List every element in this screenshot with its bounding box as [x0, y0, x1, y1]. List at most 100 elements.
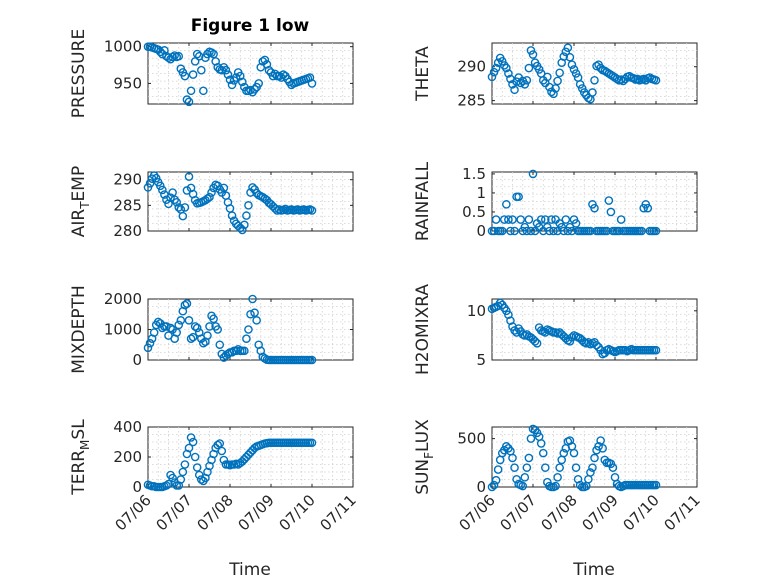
data-point [651, 226, 661, 236]
x-tick-label: 07/08 [194, 491, 237, 534]
data-point [487, 482, 497, 492]
y-tick-label: 280 [113, 222, 142, 240]
data-point [190, 322, 200, 331]
data-point [170, 51, 179, 60]
data-point [569, 448, 579, 458]
data-point [510, 463, 519, 472]
y-tick-label: 285 [113, 196, 142, 214]
data-point [594, 442, 603, 451]
data-point [651, 345, 661, 355]
data-point [205, 322, 214, 331]
data-point [590, 203, 599, 213]
x-axis-label-left: Time [228, 560, 271, 580]
data-point [143, 183, 153, 192]
data-point [155, 181, 165, 191]
y-tick-label: 290 [457, 58, 486, 76]
data-point [510, 226, 519, 236]
x-tick-label: 07/10 [276, 491, 319, 534]
data-point [145, 178, 155, 188]
data-point [307, 79, 317, 88]
data-point [155, 47, 165, 57]
figure-title: Figure 1 low [191, 16, 310, 36]
data-point [188, 332, 198, 342]
data-point [231, 73, 241, 82]
data-point [516, 215, 526, 224]
data-point [184, 97, 194, 107]
data-point [186, 334, 196, 343]
data-point [199, 338, 208, 348]
data-point [526, 434, 536, 443]
data-point [604, 196, 614, 205]
data-point [180, 460, 190, 469]
data-point [172, 197, 181, 207]
data-point [569, 65, 579, 74]
data-point [199, 86, 208, 96]
data-point [575, 80, 585, 89]
data-point [190, 452, 200, 462]
data-point [307, 355, 317, 365]
data-point [242, 211, 251, 220]
data-point [170, 195, 179, 205]
data-point [586, 468, 595, 477]
data-point [536, 439, 546, 448]
data-point [534, 65, 544, 74]
data-point [524, 63, 534, 73]
x-tick-label: 07/07 [153, 491, 196, 534]
data-point [497, 57, 507, 66]
data-point [182, 299, 192, 308]
y-tick-label: 0.5 [462, 203, 486, 221]
data-point [487, 72, 497, 82]
data-point [221, 65, 231, 75]
y-axis-label: H2OMIXRA [413, 284, 433, 375]
data-point [565, 436, 575, 445]
y-tick-label: 0 [476, 478, 486, 496]
data-point [502, 200, 511, 209]
data-point [207, 48, 216, 57]
data-point [538, 448, 548, 458]
y-tick-label: 5 [476, 351, 486, 369]
subplot-theta: 285 290 THETA [413, 42, 698, 110]
data-point [541, 463, 550, 472]
data-point [588, 463, 597, 472]
data-point [307, 438, 317, 448]
data-point [596, 436, 605, 445]
data-point [602, 226, 612, 236]
data-point [504, 69, 513, 78]
data-point [237, 77, 247, 87]
data-point [192, 463, 202, 472]
data-point [549, 89, 558, 99]
data-point [164, 479, 173, 489]
plot-area [491, 426, 698, 488]
data-point [176, 475, 186, 484]
y-axis-label: THETA [413, 46, 433, 102]
y-tick-label: 1000 [104, 38, 142, 56]
subplot-air-temp: 280 285 290 AIRTEMP [69, 166, 354, 240]
data-point [510, 85, 519, 95]
data-point [543, 72, 552, 82]
data-point [561, 215, 571, 224]
y-tick-label: 1 [476, 184, 486, 202]
data-point [532, 338, 542, 348]
data-point [168, 52, 177, 62]
data-point [248, 294, 257, 304]
data-point [281, 204, 290, 214]
data-point [553, 76, 562, 86]
data-point [504, 215, 513, 224]
data-point [590, 453, 599, 463]
data-point [555, 463, 564, 472]
data-point [508, 215, 517, 224]
data-point [563, 43, 573, 53]
y-tick-label: 950 [113, 74, 142, 92]
data-point [526, 226, 536, 236]
y-axis-label: MIXDEPTH [69, 285, 89, 374]
data-point [567, 226, 577, 236]
x-tick-label: 07/06 [112, 491, 155, 534]
data-point [244, 201, 253, 210]
data-point [514, 192, 523, 202]
data-point [530, 337, 540, 346]
data-point [160, 46, 169, 55]
data-point [571, 69, 581, 78]
data-point [196, 65, 206, 75]
